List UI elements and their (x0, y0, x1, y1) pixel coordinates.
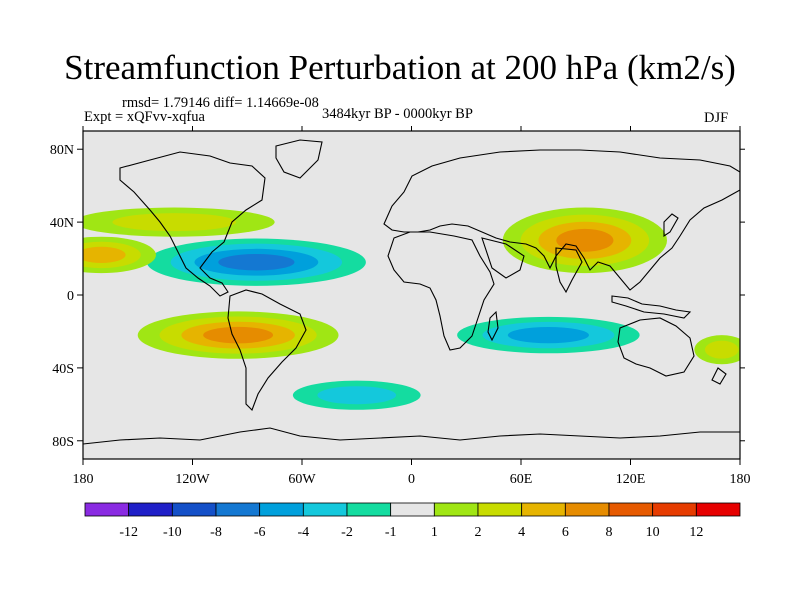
anomaly-6-level-1 (704, 340, 739, 359)
coast-africa (387, 231, 495, 351)
x-tick-label-1: 120W (175, 472, 210, 487)
chart-title: Streamfunction Perturbation at 200 hPa (… (64, 48, 736, 87)
colorbar-label-7: 1 (431, 525, 438, 540)
coast-north-america (119, 151, 266, 297)
colorbar-swatch-1 (128, 502, 173, 517)
stats-label: rmsd= 1.79146 diff= 1.14669e-08 (122, 95, 319, 111)
colorbar-swatch-2 (171, 502, 217, 517)
colorbar: -12 -10 -8 -6 -4 -2 -1 1 2 4 6 8 10 12 (84, 502, 741, 540)
coast-japan (663, 213, 679, 238)
colorbar-label-13: 12 (689, 525, 703, 540)
colorbar-swatch-3 (215, 502, 261, 517)
period-label: 3484kyr BP - 0000kyr BP (322, 106, 473, 122)
x-tick-label-0: 180 (73, 472, 94, 487)
colorbar-label-12: 10 (646, 525, 660, 540)
anomaly-fields (83, 207, 740, 410)
colorbar-swatch-4 (259, 502, 304, 517)
colorbar-label-0: -12 (119, 525, 138, 540)
colorbar-label-2: -8 (210, 525, 222, 540)
colorbar-label-10: 6 (562, 525, 569, 540)
x-tick-label-4: 60E (510, 472, 533, 487)
colorbar-swatch-13 (652, 502, 697, 517)
colorbar-swatch-11 (564, 502, 610, 517)
colorbar-swatch-8 (433, 502, 479, 517)
x-tick-label-3: 0 (408, 472, 415, 487)
colorbar-label-9: 4 (518, 525, 525, 540)
colorbar-swatch-12 (608, 502, 654, 517)
season-label: DJF (704, 110, 729, 126)
anomaly-1-level-3 (203, 326, 274, 344)
colorbar-swatch-6 (346, 502, 392, 517)
colorbar-label-11: 8 (606, 525, 613, 540)
anomaly-2-level-2 (83, 246, 126, 264)
colorbar-swatch-7 (390, 502, 435, 517)
colorbar-swatch-9 (477, 502, 523, 517)
x-tick-label-2: 60W (288, 472, 316, 487)
colorbar-label-6: -1 (385, 525, 397, 540)
coast-madagascar (487, 310, 499, 342)
anomaly-4-level-1 (112, 213, 237, 232)
colorbar-swatch-5 (302, 502, 348, 517)
colorbar-label-5: -2 (341, 525, 353, 540)
coast-new-zealand (711, 367, 727, 385)
coast-india (555, 247, 583, 294)
colorbar-swatch-14 (695, 502, 741, 517)
anomaly-3-level-3 (556, 228, 614, 252)
colorbar-swatch-10 (521, 502, 566, 517)
y-tick-label-0: 80N (50, 143, 74, 158)
coast-arabia (481, 237, 525, 279)
y-tick-label-2: 0 (67, 289, 74, 304)
anomaly-7-level-1 (317, 386, 397, 405)
x-tick-label-6: 180 (730, 472, 751, 487)
colorbar-label-8: 2 (475, 525, 482, 540)
coast-south-america (227, 289, 307, 411)
coast-europe-asia (383, 149, 740, 291)
x-tick-label-5: 120E (616, 472, 646, 487)
coast-australia (617, 317, 695, 377)
y-tick-label-4: 80S (52, 435, 74, 450)
colorbar-swatch-0 (84, 502, 130, 517)
coastlines (83, 139, 740, 445)
map-background (83, 131, 740, 459)
y-tick-label-3: 40S (52, 362, 74, 377)
colorbar-label-4: -4 (297, 525, 309, 540)
coast-antarctica (83, 427, 740, 445)
anomaly-5-level-2 (507, 326, 589, 344)
colorbar-label-3: -6 (254, 525, 266, 540)
colorbar-label-1: -10 (163, 525, 182, 540)
experiment-label: Expt = xQFvv-xqfua (84, 109, 205, 125)
coast-se-asia-islands (611, 295, 692, 319)
axes: 180 120W 60W 0 60E 120E 180 80N 40N 0 40S 80S (50, 126, 751, 487)
coast-greenland (275, 139, 323, 179)
y-tick-label-1: 40N (50, 216, 74, 231)
anomaly-0-level-3 (218, 253, 295, 271)
